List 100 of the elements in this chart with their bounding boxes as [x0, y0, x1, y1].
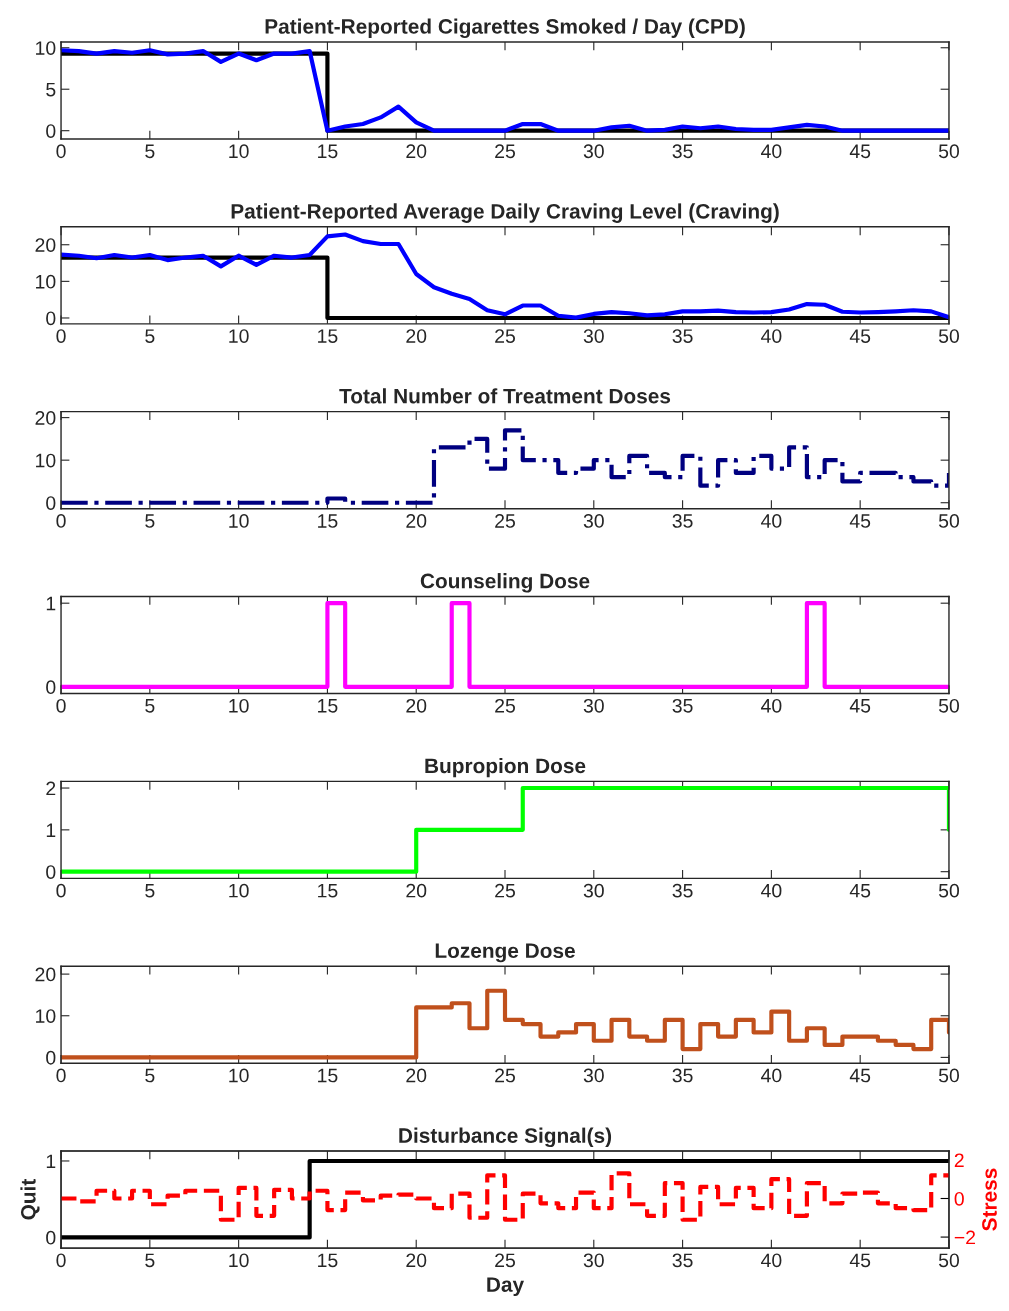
- x-tick-label: 5: [145, 883, 155, 898]
- y-tick-label: 0: [46, 1230, 56, 1245]
- x-tick-label: 40: [761, 1253, 782, 1268]
- x-tick-label: 30: [583, 514, 604, 528]
- x-tick-label: 45: [849, 514, 871, 528]
- y-tick-label: 0: [46, 496, 56, 510]
- x-tick-label: 45: [849, 329, 871, 343]
- chart-title: Lozenge Dose: [435, 943, 575, 963]
- x-tick-label: 0: [56, 1068, 66, 1083]
- y-tick-label: 0: [46, 680, 56, 695]
- x-tick-label: 0: [56, 883, 66, 898]
- y-tick-label: 5: [46, 82, 56, 97]
- x-tick-label: 15: [318, 144, 338, 159]
- x-tick-label: 40: [761, 329, 782, 343]
- y-axis-title: Quit: [20, 1178, 40, 1220]
- x-axis-title: Day: [487, 1277, 524, 1297]
- x-tick-label: 35: [672, 144, 693, 159]
- x-tick-label: 15: [318, 329, 338, 343]
- x-tick-label: 50: [938, 698, 960, 713]
- x-tick-label: 25: [495, 514, 515, 528]
- x-tick-label: 10: [229, 698, 249, 713]
- x-tick-label: 0: [56, 329, 66, 343]
- x-tick-label: 50: [938, 144, 960, 159]
- y-tick-label: 10: [36, 41, 56, 55]
- x-tick-label: 0: [56, 1253, 66, 1268]
- x-tick-label: 10: [229, 883, 249, 898]
- x-tick-label: 30: [583, 144, 604, 159]
- y2-tick-label: 2: [954, 1153, 964, 1167]
- y-tick-label: 20: [35, 411, 56, 425]
- y-tick-label: 10: [36, 274, 56, 289]
- x-tick-label: 50: [938, 883, 960, 898]
- y-tick-label: 20: [35, 238, 56, 252]
- x-tick-label: 5: [145, 514, 155, 528]
- x-tick-label: 20: [406, 1068, 427, 1083]
- x-tick-label: 30: [583, 1068, 604, 1083]
- x-tick-label: 20: [406, 329, 427, 343]
- x-tick-label: 20: [406, 514, 427, 528]
- x-tick-label: 30: [583, 698, 604, 713]
- x-tick-label: 0: [56, 144, 66, 159]
- x-tick-label: 45: [849, 883, 871, 898]
- x-tick-label: 50: [938, 1253, 960, 1268]
- y-tick-label: 1: [46, 1154, 56, 1169]
- x-tick-label: 25: [495, 883, 515, 898]
- x-tick-label: 50: [938, 329, 960, 343]
- y-tick-label: 1: [46, 596, 56, 611]
- y-tick-label: 20: [35, 967, 56, 982]
- chart-title: Counseling Dose: [420, 573, 590, 593]
- chart-title: Bupropion Dose: [425, 757, 586, 778]
- y-tick-label: 2: [46, 781, 56, 796]
- x-tick-label: 20: [406, 698, 427, 713]
- x-tick-label: 5: [145, 699, 155, 713]
- x-tick-label: 50: [938, 1068, 960, 1083]
- x-tick-label: 45: [849, 699, 871, 713]
- chart-title: Patient-Reported Cigarettes Smoked / Day (CPD): [265, 18, 745, 39]
- x-tick-label: 25: [495, 329, 515, 343]
- x-tick-label: 25: [495, 1253, 515, 1268]
- x-tick-label: 5: [145, 329, 155, 343]
- x-tick-label: 20: [406, 1253, 427, 1268]
- x-tick-label: 10: [229, 1068, 249, 1083]
- x-tick-label: 25: [495, 1068, 515, 1083]
- x-tick-label: 30: [583, 329, 604, 343]
- x-tick-label: 20: [406, 144, 427, 159]
- y-tick-label: 0: [46, 311, 56, 326]
- x-tick-label: 10: [229, 1253, 249, 1268]
- x-tick-label: 25: [495, 144, 515, 159]
- x-tick-label: 15: [318, 1068, 338, 1083]
- chart-title: Total Number of Treatment Doses: [339, 388, 671, 404]
- y-tick-label: 10: [36, 453, 56, 468]
- x-tick-label: 40: [761, 698, 782, 713]
- x-tick-label: 15: [318, 699, 338, 713]
- y-tick-label: 10: [36, 1009, 56, 1023]
- y-tick-label: 0: [46, 1050, 56, 1065]
- x-tick-label: 10: [229, 329, 249, 343]
- x-tick-label: 5: [145, 1068, 155, 1083]
- x-tick-label: 30: [583, 883, 604, 898]
- x-tick-label: 0: [56, 514, 66, 528]
- chart-title: Disturbance Signal(s): [399, 1127, 612, 1148]
- y2-tick-label: −2: [954, 1230, 976, 1245]
- x-tick-label: 40: [761, 883, 782, 898]
- x-tick-label: 10: [229, 144, 249, 159]
- x-tick-label: 0: [56, 698, 66, 713]
- x-tick-label: 35: [672, 698, 693, 713]
- y-tick-label: 0: [46, 124, 56, 138]
- x-tick-label: 50: [938, 514, 960, 528]
- x-tick-label: 10: [229, 514, 249, 528]
- y2-axis-title: Stress: [982, 1168, 997, 1231]
- x-tick-label: 15: [318, 514, 338, 528]
- x-tick-label: 35: [672, 883, 693, 898]
- y-tick-label: 0: [46, 865, 56, 879]
- x-tick-label: 30: [583, 1253, 604, 1268]
- x-tick-label: 45: [849, 144, 871, 159]
- x-tick-label: 45: [849, 1068, 871, 1083]
- x-tick-label: 35: [672, 329, 693, 343]
- x-tick-label: 40: [761, 1068, 782, 1083]
- x-tick-label: 35: [672, 1253, 693, 1268]
- x-tick-label: 40: [761, 514, 782, 528]
- x-tick-label: 35: [672, 514, 693, 528]
- x-tick-label: 25: [495, 698, 515, 713]
- x-tick-label: 40: [761, 144, 782, 159]
- x-tick-label: 15: [318, 1253, 338, 1268]
